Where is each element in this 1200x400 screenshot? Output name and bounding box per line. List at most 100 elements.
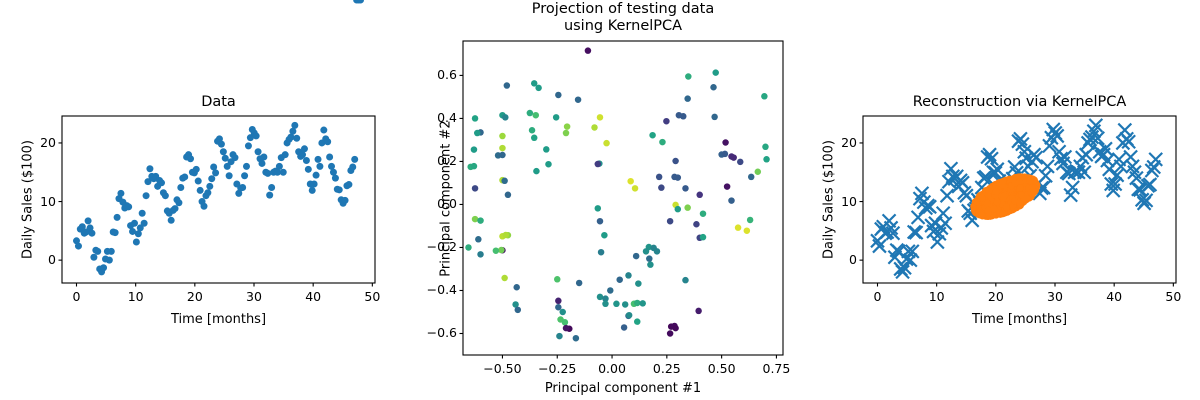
- panel-reconstruction-plot: [800, 0, 1177, 287]
- scatter-point: [631, 185, 639, 192]
- y-tick-label: 0.4: [437, 110, 457, 126]
- scatter-point: [684, 95, 691, 102]
- scatter-point: [239, 183, 247, 191]
- scatter-point: [597, 248, 605, 256]
- scatter-point: [471, 185, 479, 192]
- x-marker: [1123, 149, 1138, 165]
- scatter-point: [349, 163, 357, 171]
- scatter-point: [502, 114, 509, 121]
- scatter-point: [287, 133, 295, 141]
- scatter-point: [532, 111, 540, 119]
- scatter-point: [498, 246, 505, 254]
- x-marker: [1121, 134, 1136, 150]
- scatter-point: [730, 154, 737, 161]
- scatter-point: [761, 93, 768, 100]
- scatter-point: [747, 173, 755, 181]
- scatter-point: [146, 165, 154, 173]
- scatter-point: [470, 146, 478, 153]
- scatter-point: [501, 274, 508, 282]
- y-tick-label: 10: [40, 193, 56, 209]
- scatter-point: [658, 184, 665, 191]
- y-tick-label: 20: [841, 134, 857, 150]
- scatter-point: [503, 82, 511, 89]
- scatter-point: [281, 151, 289, 159]
- scatter-point: [737, 158, 744, 166]
- x-marker: [982, 147, 997, 162]
- x-tick-label: 30: [1047, 289, 1063, 304]
- x-tick-label: 40: [1106, 289, 1123, 304]
- scatter-point: [711, 113, 718, 121]
- scatter-point: [552, 114, 560, 121]
- y-tick-label: −0.6: [426, 325, 457, 341]
- scatter-point: [696, 191, 703, 199]
- x-marker: [910, 210, 926, 225]
- scatter-point: [501, 177, 508, 185]
- scatter-point: [308, 186, 316, 194]
- panel-data-title: Data: [201, 94, 236, 110]
- x-tick-label: 20: [987, 289, 1004, 304]
- scatter-point: [533, 167, 540, 175]
- scatter-point: [602, 295, 609, 302]
- y-tick-label: 0.6: [437, 67, 457, 83]
- x-marker: [895, 264, 910, 280]
- scatter-point: [591, 124, 598, 131]
- x-marker: [1100, 153, 1115, 168]
- scatter-point: [316, 162, 324, 170]
- scatter-point: [543, 146, 550, 153]
- scatter-point: [471, 115, 479, 122]
- scatter-point: [983, 199, 991, 207]
- x-marker: [1090, 130, 1105, 146]
- y-tick-label: 0.0: [437, 196, 457, 212]
- scatter-point: [642, 248, 650, 255]
- scatter-point: [477, 217, 484, 224]
- x-marker: [1065, 180, 1080, 195]
- x-marker: [1107, 176, 1123, 192]
- x-marker: [989, 162, 1005, 177]
- x-marker: [1144, 163, 1160, 178]
- scatter-point: [1016, 198, 1024, 206]
- scatter-point: [499, 151, 506, 159]
- scatter-point: [192, 165, 200, 173]
- scatter-point: [471, 215, 479, 223]
- x-marker: [1134, 192, 1150, 208]
- y-tick-label: 0: [849, 252, 857, 268]
- reconstructed-markers: [970, 173, 1041, 221]
- scatter-point: [210, 163, 218, 171]
- y-tick-label: 20: [40, 134, 56, 150]
- scatter-point: [260, 153, 268, 161]
- scatter-point: [620, 324, 628, 331]
- x-marker: [1142, 177, 1158, 192]
- scatter-point: [299, 151, 307, 159]
- scatter-point: [990, 205, 998, 213]
- scatter-point: [722, 139, 729, 146]
- scatter-point: [1000, 192, 1008, 200]
- scatter-point: [754, 168, 762, 176]
- scatter-point: [171, 205, 179, 213]
- scatter-point: [978, 194, 986, 202]
- y-tick-label: 0: [48, 252, 56, 268]
- scatter-point: [602, 300, 609, 308]
- scatter-point: [1030, 188, 1038, 196]
- scatter-point: [223, 162, 231, 170]
- scatter-point: [743, 227, 751, 234]
- x-marker: [1138, 193, 1154, 208]
- x-marker: [885, 225, 901, 241]
- x-marker: [988, 165, 1003, 181]
- scatter-point: [208, 175, 216, 183]
- scatter-point: [328, 162, 336, 170]
- scatter-point: [266, 191, 274, 199]
- scatter-point: [475, 236, 482, 243]
- scatter-point: [357, 0, 364, 4]
- scatter-point: [712, 69, 719, 76]
- scatter-point: [167, 216, 175, 224]
- scatter-point: [634, 299, 641, 307]
- panel-projection: Projection of testing data using KernelP…: [400, 0, 800, 400]
- x-marker: [1028, 150, 1044, 165]
- scatter-point: [555, 304, 562, 311]
- scatter-point: [504, 191, 512, 199]
- scatter-point: [699, 233, 707, 241]
- scatter-point: [647, 261, 654, 268]
- scatter-point: [289, 127, 297, 135]
- scatter-point: [512, 301, 519, 308]
